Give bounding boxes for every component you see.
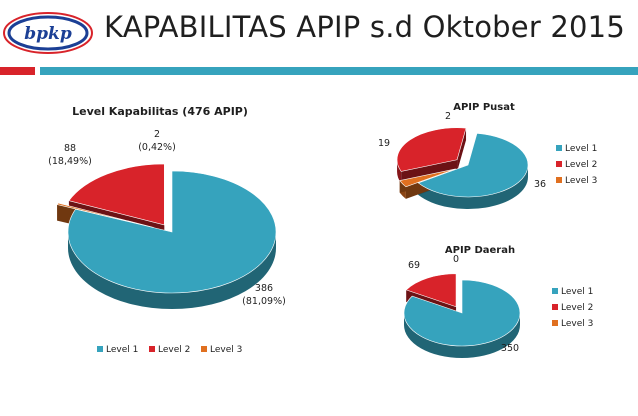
legend-swatch (556, 177, 562, 183)
pie-title: APIP Daerah (445, 245, 515, 256)
legend-label: Level 3 (210, 345, 242, 355)
pie-slice-side-1 (418, 165, 528, 209)
pie-slice-side-1 (68, 232, 276, 309)
pie-chart-2: APIP Pusat 36 19 2 Level 1 Level 2 Level 3 (378, 102, 597, 209)
pie-slice-level-2 (405, 273, 457, 308)
legend-swatch (552, 304, 558, 310)
legend-label: Level 1 (565, 144, 597, 154)
legend-swatch (201, 346, 207, 352)
data-label-value: 2 (445, 111, 451, 122)
data-label-value: 350 (501, 343, 519, 354)
pie-slice-level-3 (56, 202, 154, 228)
legend-swatch (97, 346, 103, 352)
data-label-value: 386 (255, 283, 273, 294)
legend-label: Level 1 (561, 287, 593, 297)
pie-slice-side-1 (404, 313, 520, 358)
data-label-percent: (81,09%) (242, 296, 286, 307)
legend-label: Level 2 (565, 160, 597, 170)
pie-slice-level-3 (399, 168, 456, 188)
data-label-value: 36 (534, 179, 546, 190)
title-rule-teal (40, 67, 638, 75)
pie-chart-3: APIP Daerah 350 69 0 Level 1 Level 2 Level 3 (403, 245, 593, 358)
legend-label: Level 2 (561, 303, 593, 313)
pie-slice-level-2 (68, 163, 165, 226)
data-label-value: 2 (154, 129, 160, 140)
pie-slice-level-1 (417, 133, 529, 198)
pie-chart-1: Level Kapabilitas (476 APIP) 386 (81,09%) 8… (48, 105, 286, 355)
data-label-value: 88 (64, 143, 76, 154)
legend-label: Level 1 (106, 345, 138, 355)
pie-title: Level Kapabilitas (476 APIP) (72, 105, 248, 118)
pie-slice-level-1 (67, 170, 277, 294)
legend-swatch (552, 320, 558, 326)
logo-text: bpkp (24, 24, 72, 44)
legend-swatch (556, 161, 562, 167)
slide-title: KAPABILITAS APIP s.d Oktober 2015 (104, 10, 625, 44)
pie-slice-level-2 (396, 127, 467, 172)
data-label-percent: (18,49%) (48, 156, 92, 167)
bpkp-logo: bpkp (3, 12, 93, 54)
legend-label: Level 3 (561, 319, 593, 329)
data-label-percent: (0,42%) (138, 142, 176, 153)
data-label-value: 19 (378, 138, 390, 149)
legend-label: Level 2 (158, 345, 190, 355)
data-label-value: 69 (408, 260, 420, 271)
pie-slice-cut-2 (457, 128, 467, 172)
legend-swatch (552, 288, 558, 294)
title-rule-red (0, 67, 35, 75)
legend-swatch (149, 346, 155, 352)
legend-label: Level 3 (565, 176, 597, 186)
pie-slice-level-1 (403, 279, 521, 347)
data-label-value: 0 (453, 254, 459, 265)
legend-swatch (556, 145, 562, 151)
pie-title: APIP Pusat (453, 102, 515, 113)
